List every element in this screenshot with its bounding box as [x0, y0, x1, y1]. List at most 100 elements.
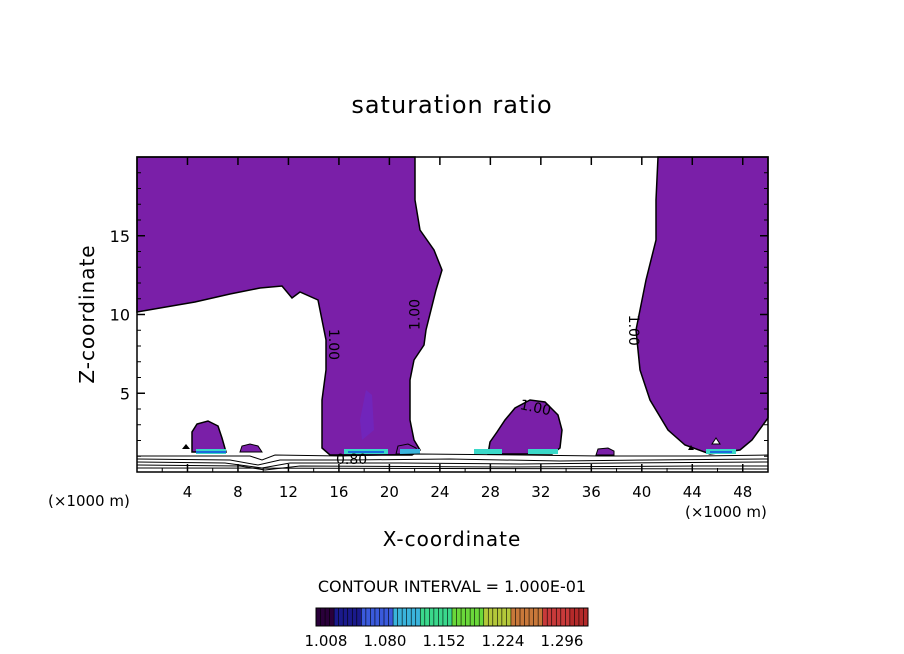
colorbar-segment [465, 608, 471, 626]
x-tick-label: 36 [582, 483, 601, 501]
colorbar-label: 1.080 [364, 632, 407, 650]
x-tick-label: 8 [233, 483, 243, 501]
colorbar-segment [316, 608, 322, 626]
colorbar-label: 1.296 [541, 632, 584, 650]
contour-label: 0.80 [336, 452, 367, 468]
colorbar-segment [569, 608, 575, 626]
colorbar-segment [456, 608, 462, 626]
colorbar [315, 607, 589, 627]
high-saturation-patch [348, 451, 384, 453]
y-axis-label: Z-coordinate [75, 244, 99, 383]
colorbar-segment [374, 608, 380, 626]
region-blob [595, 447, 615, 456]
colorbar-segment [429, 608, 435, 626]
colorbar-segment [397, 608, 403, 626]
high-saturation-patch [474, 449, 502, 454]
colorbar-segment [452, 608, 458, 626]
x-tick-label: 12 [279, 483, 298, 501]
high-saturation-patch [400, 449, 420, 454]
region-blob [239, 443, 263, 453]
colorbar-label: 1.152 [423, 632, 466, 650]
colorbar-segment [334, 608, 340, 626]
colorbar-segment [583, 608, 589, 626]
colorbar-segment [370, 608, 376, 626]
colorbar-segment [501, 608, 507, 626]
y-tick-label: 10 [110, 306, 130, 325]
colorbar-segment [325, 608, 331, 626]
colorbar-segment [329, 608, 335, 626]
supersaturated-regions [136, 156, 769, 456]
colorbar-segment [483, 608, 489, 626]
colorbar-segment [415, 608, 421, 626]
contour-label: 1.00 [325, 329, 341, 360]
colorbar-segment [560, 608, 566, 626]
region-bump-left [191, 420, 227, 453]
x-tick-label: 32 [531, 483, 550, 501]
colorbar-segment [433, 608, 439, 626]
colorbar-segment [384, 608, 390, 626]
colorbar-segment [488, 608, 494, 626]
colorbar-segment [424, 608, 430, 626]
x-unit-label-left: (×1000 m) [48, 492, 130, 510]
x-axis-label: X-coordinate [383, 527, 522, 551]
colorbar-segment [479, 608, 485, 626]
x-tick-label: 16 [329, 483, 348, 501]
colorbar-segment [361, 608, 367, 626]
colorbar-segment [529, 608, 535, 626]
colorbar-segment [538, 608, 544, 626]
colorbar-segment [406, 608, 412, 626]
colorbar-label: 1.008 [305, 632, 348, 650]
contour-label: 1.00 [518, 397, 552, 419]
contour-label: 1.00 [625, 315, 641, 346]
x-unit-label-right: (×1000 m) [685, 503, 767, 521]
x-tick-label: 20 [380, 483, 399, 501]
column-streak [360, 390, 374, 440]
x-tick-label: 44 [683, 483, 702, 501]
region-speck [711, 437, 721, 445]
colorbar-segment [447, 608, 453, 626]
colorbar-segment [347, 608, 353, 626]
region-left-column [136, 156, 443, 456]
colorbar-segment [402, 608, 408, 626]
x-tick-label: 40 [632, 483, 651, 501]
colorbar-segment [492, 608, 498, 626]
region-bump-middle [487, 399, 563, 455]
colorbar-segment [506, 608, 512, 626]
colorbar-segment [515, 608, 521, 626]
colorbar-segment [388, 608, 394, 626]
colorbar-segment [352, 608, 358, 626]
colorbar-label: 1.224 [482, 632, 525, 650]
contour-label: 1.00 [408, 299, 424, 330]
colorbar-segment [393, 608, 399, 626]
colorbar-segment [542, 608, 548, 626]
colorbar-segment [556, 608, 562, 626]
chart-title: saturation ratio [351, 91, 552, 119]
colorbar-segment [379, 608, 385, 626]
colorbar-segment [411, 608, 417, 626]
colorbar-segment [461, 608, 467, 626]
colorbar-segment [565, 608, 571, 626]
x-tick-label: 4 [183, 483, 193, 501]
colorbar-segment [551, 608, 557, 626]
colorbar-segment [520, 608, 526, 626]
colorbar-labels: 1.008 1.080 1.152 1.224 1.296 [305, 632, 584, 650]
colorbar-segment [320, 608, 326, 626]
colorbar-segment [578, 608, 584, 626]
colorbar-frame [315, 607, 589, 627]
colorbar-segment [338, 608, 344, 626]
x-tick-label: 28 [481, 483, 500, 501]
colorbar-segment [474, 608, 480, 626]
colorbar-segment [356, 608, 362, 626]
x-tick-label: 24 [430, 483, 449, 501]
y-tick-label: 15 [110, 227, 130, 246]
region-speck [688, 445, 694, 450]
ground-contour-lines [136, 453, 769, 471]
colorbar-segment [574, 608, 580, 626]
colorbar-segment [510, 608, 516, 626]
colorbar-segment [497, 608, 503, 626]
colorbar-segment [547, 608, 553, 626]
colorbar-segment [470, 608, 476, 626]
colorbar-segment [343, 608, 349, 626]
y-tick-label: 5 [120, 384, 130, 403]
